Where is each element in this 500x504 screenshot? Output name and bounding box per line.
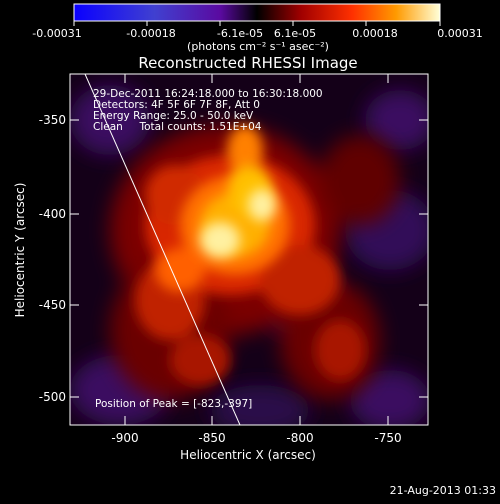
colorbar-gradient [73,3,441,22]
x-tick-label: -800 [286,431,313,445]
colorbar: -0.00031 -0.00018 -6.1e-05 6.1e-05 0.000… [32,3,483,53]
footer-timestamp: 21-Aug-2013 01:33 [390,484,496,497]
detectors-label: Detectors: 4F 5F 6F 7F 8F, Att 0 [93,99,260,111]
y-tick-label: -450 [39,298,66,312]
colorbar-tick-label: 0.00018 [352,27,398,40]
y-tick-label: -350 [39,113,66,127]
observation-time: 29-Dec-2011 16:24:18.000 to 16:30:18.000 [93,88,323,100]
colorbar-tick-label: 6.1e-05 [274,27,316,40]
x-tick-label: -750 [374,431,401,445]
y-tick-label: -400 [39,207,66,221]
x-tick-label: -900 [111,431,138,445]
y-tick-label: -500 [39,390,66,404]
colorbar-tick-label: -6.1e-05 [217,27,263,40]
x-tick-label: -850 [198,431,225,445]
x-axis-label: Heliocentric X (arcsec) [180,448,316,462]
colorbar-ticks [73,21,441,26]
rhessi-image [70,74,428,425]
clean-total-counts-label: Clean Total counts: 1.51E+04 [93,121,262,133]
solar-limb-line [84,74,241,425]
energy-range-label: Energy Range: 25.0 - 50.0 keV [93,110,254,122]
plot-title: Reconstructed RHESSI Image [138,54,357,72]
peak-position-label: Position of Peak = [-823,-397] [95,398,252,410]
colorbar-tick-label: -0.00031 [32,27,81,40]
colorbar-tick-label: 0.00031 [437,27,483,40]
plot-axes [69,73,429,426]
colorbar-tick-label: -0.00018 [126,27,175,40]
colorbar-unit-label: (photons cm⁻² s⁻¹ asec⁻²) [187,40,329,53]
y-axis-label: Heliocentric Y (arcsec) [13,183,27,318]
